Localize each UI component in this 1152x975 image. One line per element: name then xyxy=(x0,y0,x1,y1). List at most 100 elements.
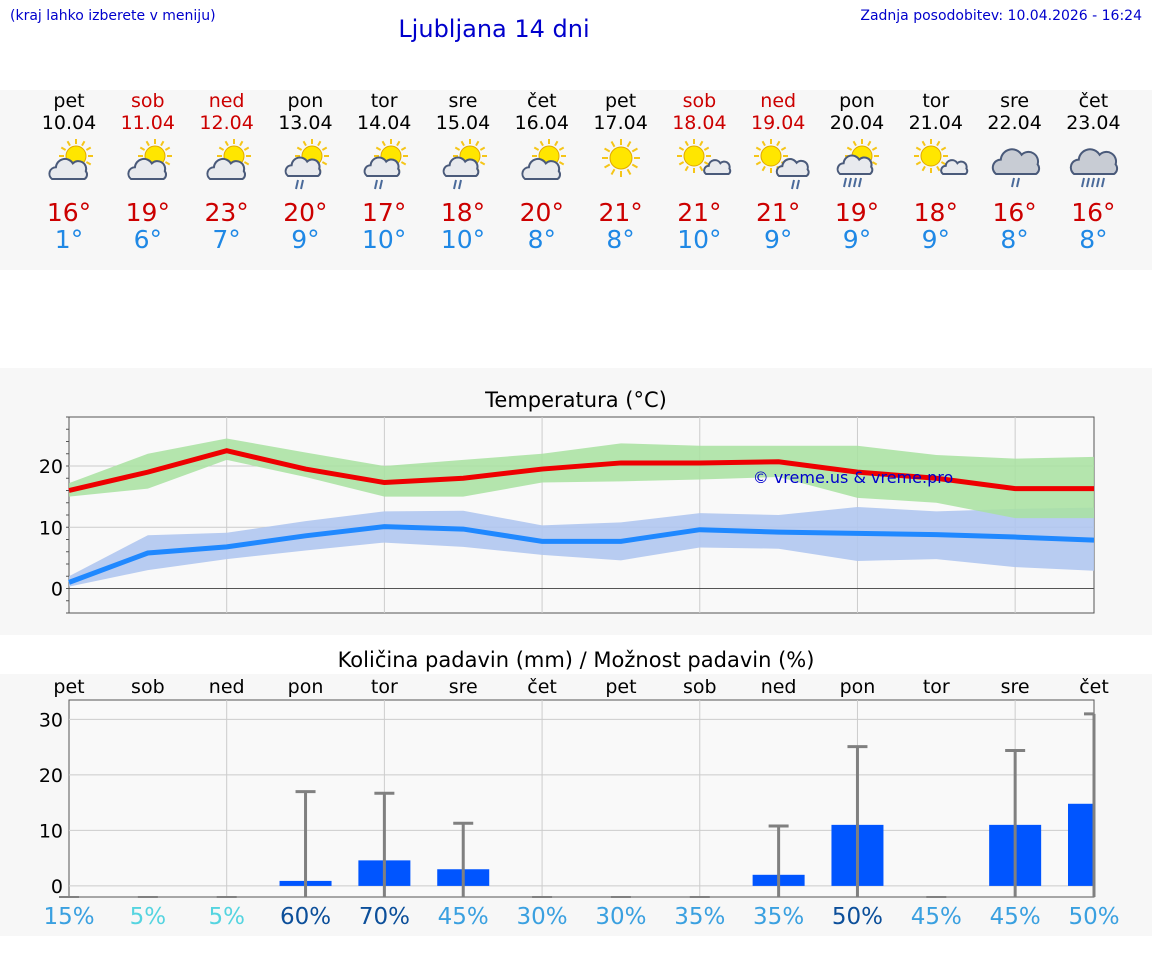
max-temperature: 20° xyxy=(283,198,328,227)
min-temperature: 9° xyxy=(763,225,793,254)
max-temperature-band xyxy=(69,438,1094,519)
temperature-chart-title: Temperatura (°C) xyxy=(485,388,667,412)
min-temperature: 7° xyxy=(212,225,241,254)
precipitation-day-label: sre xyxy=(448,676,478,698)
day-date: 13.04 xyxy=(278,112,333,134)
min-temperature: 8° xyxy=(1079,225,1108,254)
sun-cloud-icon xyxy=(521,139,566,180)
precipitation-chance: 35% xyxy=(753,904,805,930)
day-date: 18.04 xyxy=(672,112,727,134)
sun-cloud-icon xyxy=(206,139,251,180)
day-name: ned xyxy=(760,90,797,112)
min-temperature-band xyxy=(69,507,1094,587)
y-tick-label: 20 xyxy=(39,456,63,478)
sun-cloud-heavy-rain-icon xyxy=(836,139,879,188)
precipitation-chance: 70% xyxy=(358,904,410,930)
max-temperature: 19° xyxy=(834,198,880,227)
max-temperature: 16° xyxy=(46,198,92,227)
sun-cloud-icon xyxy=(127,139,172,180)
precipitation-day-label: pon xyxy=(839,676,876,698)
min-temperature: 8° xyxy=(527,225,556,254)
precipitation-day-label: pet xyxy=(605,676,637,698)
max-temperature: 21° xyxy=(598,198,643,227)
y-tick-label: 20 xyxy=(39,765,63,787)
day-date: 15.04 xyxy=(435,112,491,134)
min-temperature: 9° xyxy=(291,225,320,254)
max-temperature: 18° xyxy=(913,198,958,227)
day-date: 10.04 xyxy=(41,112,97,134)
day-name: ned xyxy=(208,90,245,112)
precipitation-chance: 35% xyxy=(674,904,726,930)
precipitation-chance: 60% xyxy=(279,904,332,930)
precipitation-day-label: čet xyxy=(1079,676,1109,698)
min-temperature: 8° xyxy=(1000,225,1029,254)
day-name: pet xyxy=(53,90,85,112)
day-name: sob xyxy=(682,90,717,112)
precipitation-chance: 50% xyxy=(1068,904,1120,930)
day-date: 20.04 xyxy=(829,112,885,134)
page-title: Ljubljana 14 dni xyxy=(398,15,590,43)
precipitation-day-label: ned xyxy=(208,676,245,698)
day-date: 23.04 xyxy=(1066,112,1121,134)
precipitation-day-label: ned xyxy=(760,676,797,698)
cloud-rain-icon xyxy=(991,148,1040,188)
precipitation-day-label: tor xyxy=(370,676,398,698)
day-name: čet xyxy=(1078,90,1109,112)
max-temperature: 20° xyxy=(519,198,564,227)
max-temperature: 19° xyxy=(125,198,170,227)
day-date: 11.04 xyxy=(120,112,175,134)
day-name: pon xyxy=(287,90,324,112)
last-updated: Zadnja posodobitev: 10.04.2026 - 16:24 xyxy=(860,8,1142,24)
min-temperature: 9° xyxy=(921,225,950,254)
sun-small-cloud-icon xyxy=(677,139,732,175)
day-date: 14.04 xyxy=(356,112,412,134)
sun-cloud-rain-icon xyxy=(442,139,487,190)
sun-icon xyxy=(601,139,640,177)
max-temperature: 23° xyxy=(204,198,249,227)
sun-cloud-light-rain-icon xyxy=(754,139,810,190)
sun-cloud-rain-icon xyxy=(285,139,330,190)
precipitation-day-label: čet xyxy=(527,676,557,698)
min-temperature: 1° xyxy=(54,225,84,254)
max-temperature: 16° xyxy=(1071,198,1116,227)
min-temperature: 10° xyxy=(440,225,486,254)
day-date: 19.04 xyxy=(750,112,806,134)
max-temperature: 17° xyxy=(362,198,407,227)
max-temperature: 21° xyxy=(677,198,722,227)
precipitation-chart-title: Količina padavin (mm) / Možnost padavin … xyxy=(337,648,815,672)
y-tick-label: 10 xyxy=(39,517,63,539)
day-name: tor xyxy=(370,90,398,112)
max-temperature: 16° xyxy=(992,198,1037,227)
day-date: 12.04 xyxy=(199,112,254,134)
cloud-heavy-rain-icon xyxy=(1070,148,1119,188)
precipitation-day-label: sre xyxy=(1000,676,1030,698)
watermark: © vreme.us & vreme.pro xyxy=(753,468,954,487)
precipitation-day-label: pon xyxy=(287,676,324,698)
min-temperature-line xyxy=(68,524,1095,585)
min-temperature: 10° xyxy=(362,225,407,254)
precipitation-day-label: tor xyxy=(922,676,950,698)
precipitation-day-label: sob xyxy=(131,676,165,698)
max-temperature-line xyxy=(68,448,1094,493)
day-name: pon xyxy=(839,90,875,112)
y-tick-label: 0 xyxy=(51,876,63,898)
precipitation-day-label: sob xyxy=(682,676,717,698)
day-date: 17.04 xyxy=(593,112,648,134)
day-name: pet xyxy=(604,90,637,112)
precipitation-plot-area xyxy=(68,699,1095,898)
day-name: čet xyxy=(527,90,557,112)
precipitation-chance: 5% xyxy=(208,904,245,930)
precipitation-day-label: pet xyxy=(53,676,85,698)
day-date: 16.04 xyxy=(514,112,569,134)
precipitation-chance: 50% xyxy=(831,904,884,930)
day-name: sob xyxy=(131,90,165,112)
min-temperature: 9° xyxy=(842,225,872,254)
day-name: sre xyxy=(448,90,478,112)
min-temperature: 8° xyxy=(606,225,635,254)
location-menu-note: (kraj lahko izberete v meniju) xyxy=(10,8,216,24)
day-name: sre xyxy=(1000,90,1030,112)
day-date: 21.04 xyxy=(908,112,963,134)
max-temperature: 21° xyxy=(756,198,801,227)
min-temperature: 10° xyxy=(677,225,722,254)
